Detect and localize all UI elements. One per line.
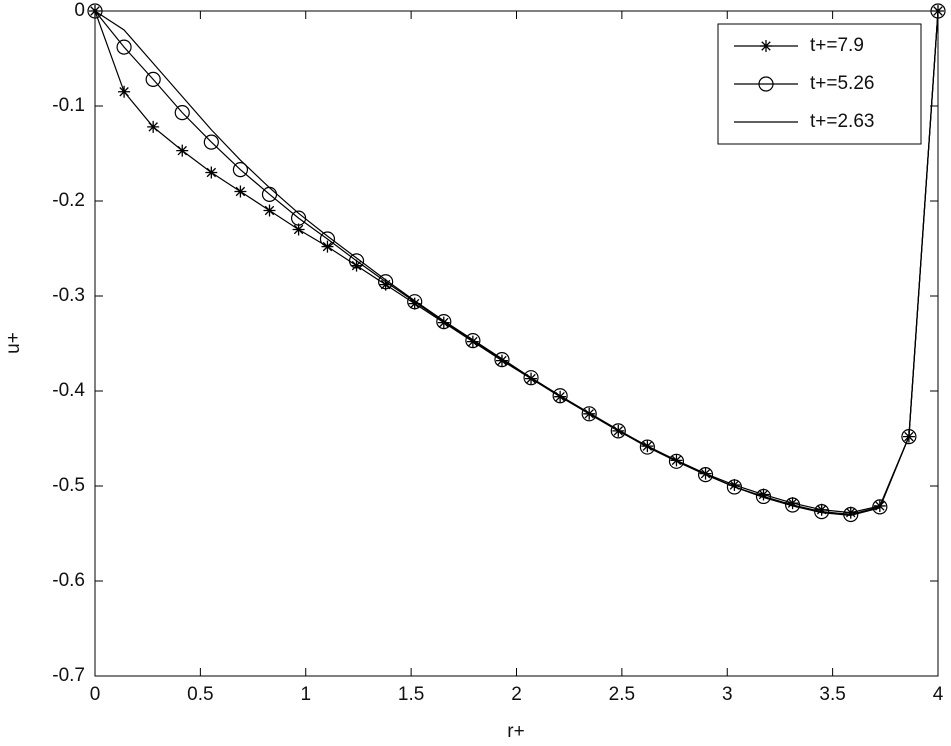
marker [465,333,481,349]
marker [844,506,857,519]
marker [784,497,801,513]
y-tick-label: -0.5 [52,475,85,496]
marker [378,274,394,290]
marker [147,120,160,133]
marker [699,467,712,480]
marker [321,240,334,253]
marker [523,370,539,386]
marker [292,223,305,236]
marker [872,499,888,515]
marker [668,453,685,469]
marker [525,372,538,385]
marker [610,423,626,439]
marker [176,144,189,157]
x-tick-label: 4 [933,684,944,705]
marker [581,406,597,422]
marker [348,253,365,269]
marker [263,204,276,217]
x-tick-label: 0 [90,684,101,705]
legend: t+=7.9 t+=5.26 t+=2.63 [717,23,922,145]
series-line [94,10,939,514]
series-line [94,10,939,517]
legend-label: t+=7.9 [810,35,864,56]
marker [552,388,568,404]
y-tick-label: -0.3 [52,285,85,306]
y-tick-label: -0.6 [52,570,85,591]
x-axis-label: r+ [507,721,524,742]
x-tick-label: 3 [722,684,733,705]
marker [814,504,830,520]
x-tick-label: 1 [300,684,311,705]
marker [290,210,307,226]
marker [697,467,714,483]
marker [757,488,770,501]
marker [408,297,421,310]
legend-label: t+=2.63 [810,111,874,132]
marker [319,231,336,247]
marker [466,335,479,348]
x-tick-label: 0.5 [187,684,213,705]
y-tick-label: 0 [74,0,85,21]
marker [437,316,450,329]
marker [755,488,772,505]
marker [670,454,683,467]
marker [554,390,567,403]
marker [116,39,132,55]
marker [436,314,452,330]
marker [815,503,828,516]
marker [726,479,743,495]
marker [760,40,772,52]
marker [758,76,774,92]
marker [145,71,161,88]
marker [232,162,249,178]
x-tick-label: 2.5 [609,684,635,705]
y-tick-label: -0.2 [52,190,85,211]
y-axis-label: u+ [3,332,24,354]
marker [87,3,103,19]
marker [174,105,190,121]
marker [786,497,799,510]
marker [118,85,131,98]
marker [379,278,392,291]
y-tick-label: -0.7 [52,665,85,686]
marker [728,479,741,492]
marker [234,185,247,198]
x-tick-label: 2 [511,684,522,705]
marker [407,294,423,310]
marker [203,134,219,150]
legend-label: t+=5.26 [810,73,874,94]
marker [205,166,218,179]
marker [350,259,363,272]
y-tick-label: -0.1 [52,95,85,116]
x-tick-label: 1.5 [398,684,424,705]
y-tick-label: -0.4 [52,380,85,401]
marker [639,439,655,455]
x-tick-label: 3.5 [819,684,845,705]
marker [495,354,508,367]
marker [494,352,510,368]
